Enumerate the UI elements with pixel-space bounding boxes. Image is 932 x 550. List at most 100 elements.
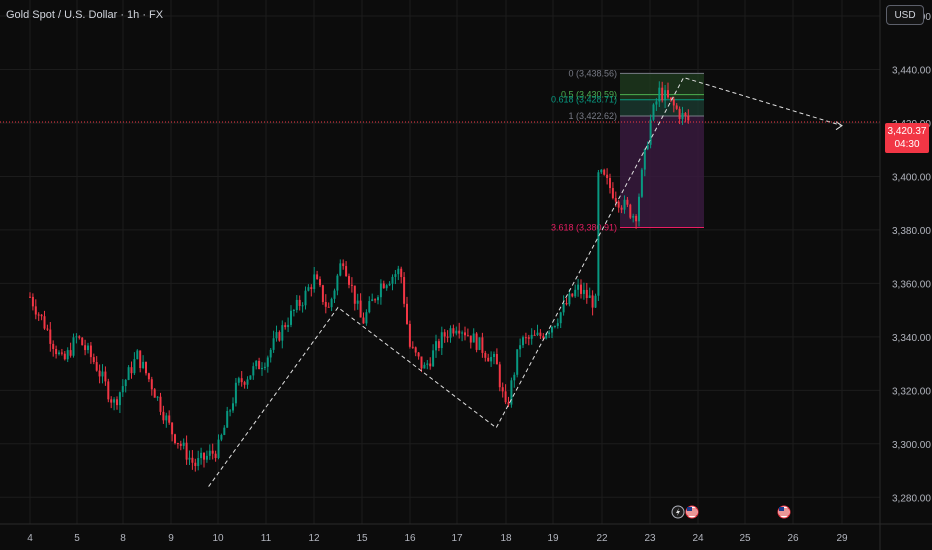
candle-body: [362, 317, 365, 324]
x-tick-label: 10: [212, 533, 224, 544]
x-tick-label: 25: [739, 533, 751, 544]
candle-body: [194, 462, 197, 466]
x-tick-label: 9: [168, 533, 174, 544]
candle-body: [55, 348, 58, 355]
candle-body: [565, 302, 568, 305]
candle-body: [681, 113, 684, 119]
candle-body: [385, 285, 388, 289]
candle-body: [87, 345, 89, 351]
candle-body: [585, 289, 588, 299]
candle-body: [536, 332, 539, 336]
candle-body: [678, 108, 681, 119]
candle-body: [350, 284, 353, 286]
candle-body: [243, 382, 246, 385]
candle-body: [420, 356, 423, 369]
y-tick-label: 3,320.00: [892, 386, 931, 397]
candle-body: [139, 350, 142, 368]
candle-body: [345, 266, 348, 277]
candle-body: [449, 328, 452, 338]
candle-body: [174, 434, 176, 444]
candle-body: [394, 274, 397, 277]
trend-projection[interactable]: [208, 76, 843, 487]
flag-canton: [779, 507, 784, 511]
candle-body: [429, 363, 432, 367]
candle-body: [414, 347, 417, 353]
candle-body: [464, 332, 466, 336]
x-tick-label: 15: [356, 533, 368, 544]
candle-body: [232, 403, 234, 411]
candle-body: [324, 301, 327, 307]
candle-body: [461, 332, 464, 334]
candle-body: [611, 188, 614, 199]
x-tick-label: 11: [261, 533, 272, 544]
candle-body: [478, 337, 481, 350]
trend-line[interactable]: [208, 76, 843, 487]
candle-body: [142, 361, 145, 368]
candle-body: [58, 352, 60, 355]
candle-body: [501, 387, 504, 392]
candle-body: [95, 362, 98, 371]
fib-level-label: 0.5 (3,430.59): [561, 90, 617, 100]
candle-body: [426, 363, 429, 365]
candle-body: [255, 360, 258, 367]
fib-level-label: 0.618 (3,428.71): [551, 95, 617, 105]
candle-body: [60, 352, 63, 354]
candle-body: [200, 452, 203, 459]
candle-body: [675, 105, 678, 109]
candle-body: [211, 450, 214, 454]
candle-body: [113, 399, 116, 403]
candle-body: [249, 375, 252, 380]
candle-body: [98, 370, 101, 377]
event-markers[interactable]: [671, 505, 791, 519]
last-price-value: 3,420.37: [887, 126, 927, 137]
candle-body: [84, 345, 87, 351]
candle-body: [403, 277, 406, 304]
trend-arrowhead: [835, 121, 843, 131]
candle-body: [437, 341, 440, 349]
candle-body: [136, 350, 139, 360]
candle-body: [571, 293, 574, 297]
candle-body: [490, 357, 493, 362]
candle-body: [49, 329, 52, 344]
y-tick-label: 3,340.00: [892, 333, 931, 344]
candle-body: [46, 328, 49, 330]
candle-body: [191, 457, 194, 463]
candle-body: [406, 303, 408, 324]
lightning-glyph: [676, 508, 680, 516]
candle-body: [411, 346, 414, 348]
candle-body: [304, 290, 307, 306]
candle-body: [31, 296, 34, 307]
y-tick-label: 3,280.00: [892, 493, 931, 504]
currency-button[interactable]: USD: [886, 5, 924, 25]
candle-body: [34, 306, 37, 315]
symbol-title[interactable]: Gold Spot / U.S. Dollar · 1h · FX: [6, 9, 164, 21]
candle-body: [374, 299, 377, 301]
candle-body: [382, 283, 385, 289]
candle-body: [40, 314, 43, 317]
candle-body: [559, 312, 562, 324]
candle-body: [614, 198, 617, 202]
candle-body: [408, 323, 411, 347]
candle-body: [330, 298, 333, 308]
candle-body: [353, 285, 356, 304]
x-tick-label: 29: [836, 533, 848, 544]
candle-body: [69, 350, 72, 356]
candle-body: [623, 199, 626, 210]
fibonacci-retracement[interactable]: 0 (3,438.56) 0.5 (3,430.59)0.618 (3,428.7…: [551, 68, 704, 232]
candle-body: [432, 350, 435, 367]
candle-body: [359, 300, 362, 318]
candle-body: [542, 335, 545, 339]
candle-body: [101, 371, 104, 377]
candle-body: [78, 336, 81, 338]
candle-body: [548, 332, 551, 335]
candle-body: [377, 297, 379, 301]
last-price-tag: 3,420.37 04:30: [885, 123, 929, 153]
candle-body: [629, 204, 632, 218]
candle-body: [368, 301, 371, 313]
x-tick-label: 5: [74, 533, 80, 544]
candle-body: [475, 333, 478, 350]
y-tick-label: 3,400.00: [892, 172, 931, 183]
candle-body: [342, 263, 345, 267]
